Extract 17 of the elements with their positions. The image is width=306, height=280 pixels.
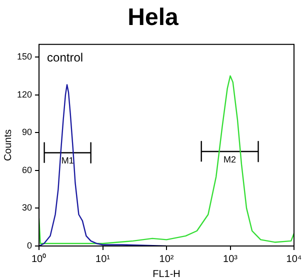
x-tick-label: 10² bbox=[159, 254, 174, 265]
chart-title: Hela bbox=[126, 3, 180, 33]
x-axis-title: FL1-H bbox=[152, 268, 180, 280]
y-tick-label: 120 bbox=[16, 89, 32, 100]
series-label: M2 bbox=[224, 154, 236, 164]
annotation: control bbox=[47, 50, 84, 65]
y-axis-title: Counts bbox=[2, 129, 14, 162]
y-tick-label: 90 bbox=[22, 127, 32, 138]
x-tick-label: 10¹ bbox=[96, 254, 111, 265]
y-tick-label: 150 bbox=[16, 51, 32, 62]
x-tick-label: 10³ bbox=[223, 254, 238, 265]
x-tick-label: 10⁰ bbox=[31, 252, 47, 265]
y-tick-label: 60 bbox=[22, 164, 32, 175]
y-tick-label: 30 bbox=[22, 202, 32, 213]
y-tick-label: 0 bbox=[27, 240, 32, 250]
x-tick-label: 10⁴ bbox=[286, 254, 302, 265]
series-label: M1 bbox=[61, 156, 74, 166]
